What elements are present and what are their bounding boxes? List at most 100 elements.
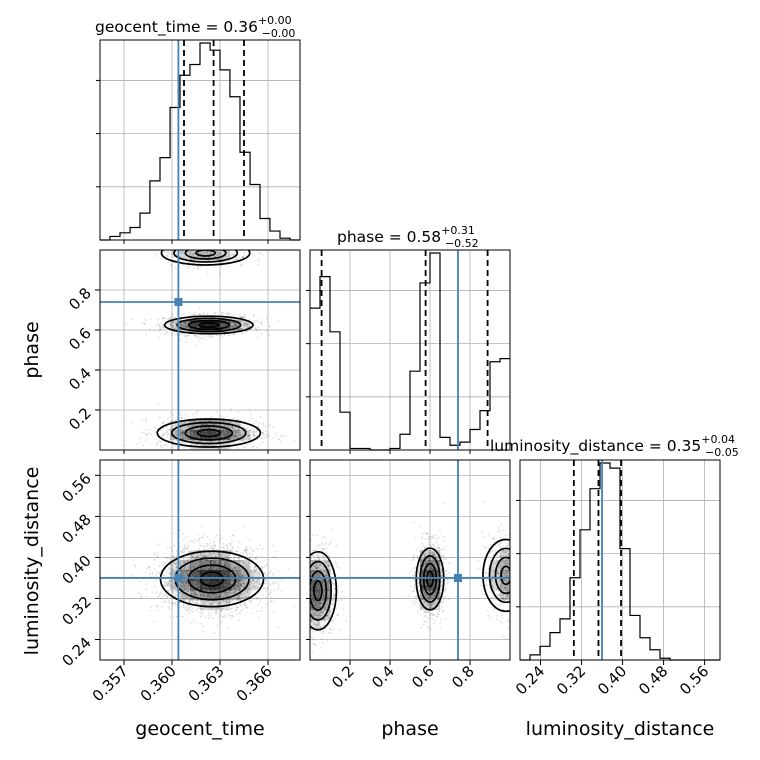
sample-point	[216, 252, 219, 255]
sample-point	[184, 584, 187, 586]
sample-point	[169, 322, 172, 325]
sample-point	[243, 254, 246, 256]
sample-point	[229, 618, 232, 620]
sample-point	[237, 254, 240, 257]
grid	[100, 460, 300, 660]
sample-point	[243, 579, 246, 582]
sample-point	[192, 567, 195, 569]
sample-point	[170, 564, 173, 566]
sample-point	[269, 571, 272, 574]
sample-point	[193, 564, 196, 567]
sample-point	[255, 595, 257, 598]
sample-point	[243, 322, 246, 325]
sample-point	[268, 334, 270, 336]
sample-point	[149, 569, 152, 571]
sample-point	[183, 567, 186, 570]
sample-point	[172, 602, 175, 605]
sample-point	[161, 435, 164, 437]
sample-point	[203, 256, 206, 259]
sample-point	[231, 425, 233, 428]
sample-point	[242, 426, 245, 429]
sample-point	[188, 569, 191, 571]
sample-point	[234, 568, 236, 571]
sample-point	[214, 423, 217, 426]
sample-point	[181, 429, 184, 432]
sample-point	[223, 591, 226, 594]
sample-point	[258, 544, 261, 547]
sample-point	[149, 433, 152, 436]
sample-point	[252, 583, 254, 585]
sample-point	[161, 323, 164, 326]
sample-point	[182, 593, 185, 596]
sample-point	[197, 540, 200, 542]
sample-point	[162, 326, 165, 329]
sample-point	[250, 547, 252, 550]
sample-point	[213, 242, 215, 244]
sample-point	[191, 593, 193, 596]
sample-point	[206, 594, 209, 597]
sample-point	[223, 428, 226, 431]
sample-point	[179, 581, 181, 584]
sample-point	[231, 545, 234, 548]
sample-point	[151, 573, 154, 576]
sample-point	[200, 563, 203, 566]
sample-point	[261, 606, 264, 609]
sample-point	[185, 321, 187, 323]
sample-point	[170, 435, 173, 438]
sample-point	[222, 546, 225, 549]
sample-point	[188, 247, 190, 249]
sample-point	[211, 451, 213, 453]
sample-point	[242, 256, 244, 258]
sample-point	[237, 579, 240, 582]
sample-point	[205, 559, 208, 562]
sample-point	[188, 607, 191, 609]
sample-point	[257, 586, 259, 589]
sample-point	[180, 596, 183, 598]
sample-point	[148, 429, 151, 431]
sample-point	[262, 594, 265, 597]
sample-point	[240, 580, 243, 583]
sample-point	[216, 548, 218, 551]
sample-point	[258, 328, 261, 331]
sample-point	[235, 597, 238, 599]
sample-point	[191, 556, 194, 559]
sample-point	[206, 600, 209, 602]
sample-point	[164, 251, 167, 253]
sample-point	[153, 568, 156, 571]
sample-point	[233, 427, 236, 430]
sample-point	[233, 435, 236, 438]
sample-point	[175, 604, 177, 606]
sample-point	[221, 615, 224, 618]
sample-point	[234, 590, 237, 593]
sample-point	[190, 247, 192, 249]
sample-point	[184, 436, 187, 439]
sample-point	[234, 586, 236, 589]
sample-point	[232, 436, 234, 439]
sample-point	[219, 334, 222, 337]
sample-point	[244, 590, 247, 593]
sample-point	[192, 242, 194, 244]
sample-point	[240, 573, 242, 575]
sample-point	[172, 587, 175, 590]
sample-point	[183, 422, 186, 425]
sample-point	[157, 553, 160, 555]
sample-point	[199, 440, 202, 442]
sample-point	[210, 614, 212, 617]
sample-point	[227, 598, 230, 600]
sample-point	[217, 258, 220, 260]
sample-point	[202, 607, 205, 610]
sample-point	[148, 573, 151, 576]
sample-point	[250, 587, 253, 590]
sample-point	[231, 333, 234, 336]
sample-point	[183, 248, 185, 250]
sample-point	[234, 323, 237, 326]
sample-point	[170, 569, 172, 572]
sample-point	[180, 569, 183, 572]
sample-point	[222, 428, 225, 431]
sample-point	[207, 567, 210, 570]
sample-point	[238, 427, 240, 430]
sample-point	[234, 323, 237, 326]
sample-point	[185, 335, 187, 338]
sample-point	[275, 550, 277, 553]
sample-point	[202, 426, 205, 429]
